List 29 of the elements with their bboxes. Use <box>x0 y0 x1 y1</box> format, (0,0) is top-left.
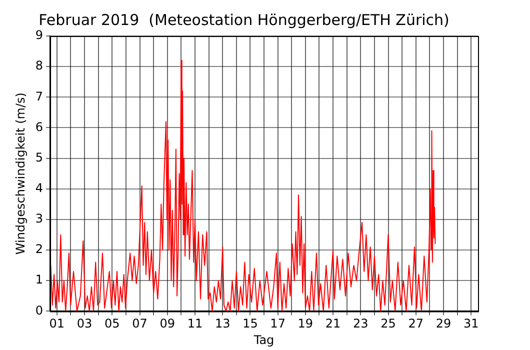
y-tick-label: 0 <box>35 303 44 318</box>
y-tick-label: 3 <box>35 212 44 226</box>
x-tick-label: 29 <box>436 316 452 331</box>
y-tick-label: 9 <box>35 28 44 42</box>
x-tick-label: 03 <box>76 316 92 331</box>
x-tick-label: 13 <box>214 316 230 331</box>
y-tick-label: 7 <box>35 89 44 104</box>
x-tick-label: 11 <box>187 316 203 331</box>
y-axis-title: Windgeschwindigkeit (m/s) <box>13 92 28 255</box>
x-tick-label: 17 <box>270 316 286 331</box>
x-tick-label: 01 <box>49 316 65 331</box>
y-tick-label: 4 <box>35 181 44 196</box>
x-tick-label: 31 <box>463 316 479 331</box>
x-tick-label: 23 <box>353 316 368 331</box>
x-tick-label: 09 <box>160 316 176 331</box>
x-tick-label: 25 <box>380 316 396 331</box>
x-tick-label: 19 <box>298 316 314 331</box>
x-tick-label: 15 <box>242 316 258 331</box>
x-tick-label: 27 <box>408 316 424 331</box>
x-tick-label: 07 <box>132 316 148 331</box>
y-tick-label: 8 <box>35 58 44 73</box>
x-tick-label: 21 <box>325 316 341 331</box>
x-axis-title: Tag <box>252 332 274 347</box>
chart-title: Februar 2019 (Meteostation Hönggerberg/ETH Zürich) <box>38 10 450 29</box>
y-tick-label: 1 <box>35 272 44 287</box>
y-tick-label: 6 <box>35 120 44 134</box>
y-tick-label: 2 <box>35 242 44 256</box>
x-tick-label: 05 <box>104 316 120 331</box>
y-tick-label: 5 <box>35 150 44 164</box>
